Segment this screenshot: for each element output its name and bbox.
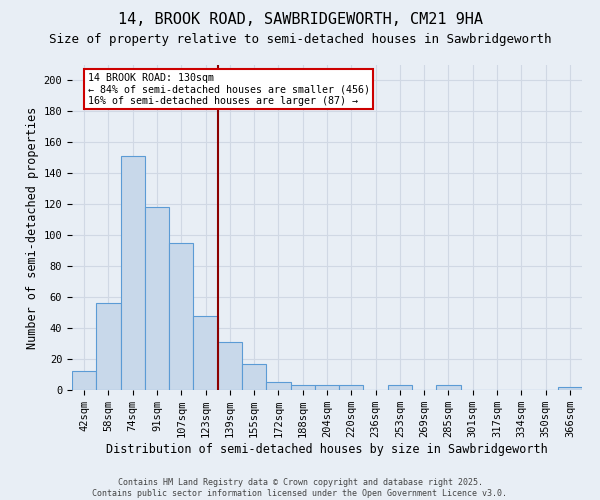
Bar	[193, 316, 218, 390]
Bar	[145, 208, 169, 390]
Bar	[339, 386, 364, 390]
Text: 14 BROOK ROAD: 130sqm
← 84% of semi-detached houses are smaller (456)
16% of sem: 14 BROOK ROAD: 130sqm ← 84% of semi-deta…	[88, 72, 370, 106]
Bar	[169, 243, 193, 390]
Bar	[290, 386, 315, 390]
Bar	[96, 304, 121, 390]
Bar	[266, 382, 290, 390]
Bar	[72, 372, 96, 390]
Text: Size of property relative to semi-detached houses in Sawbridgeworth: Size of property relative to semi-detach…	[49, 32, 551, 46]
Bar	[315, 386, 339, 390]
Text: 14, BROOK ROAD, SAWBRIDGEWORTH, CM21 9HA: 14, BROOK ROAD, SAWBRIDGEWORTH, CM21 9HA	[118, 12, 482, 28]
Bar	[218, 342, 242, 390]
X-axis label: Distribution of semi-detached houses by size in Sawbridgeworth: Distribution of semi-detached houses by …	[106, 443, 548, 456]
Bar	[121, 156, 145, 390]
Text: Contains HM Land Registry data © Crown copyright and database right 2025.
Contai: Contains HM Land Registry data © Crown c…	[92, 478, 508, 498]
Y-axis label: Number of semi-detached properties: Number of semi-detached properties	[26, 106, 40, 348]
Bar	[558, 387, 582, 390]
Bar	[242, 364, 266, 390]
Bar	[388, 386, 412, 390]
Bar	[436, 386, 461, 390]
